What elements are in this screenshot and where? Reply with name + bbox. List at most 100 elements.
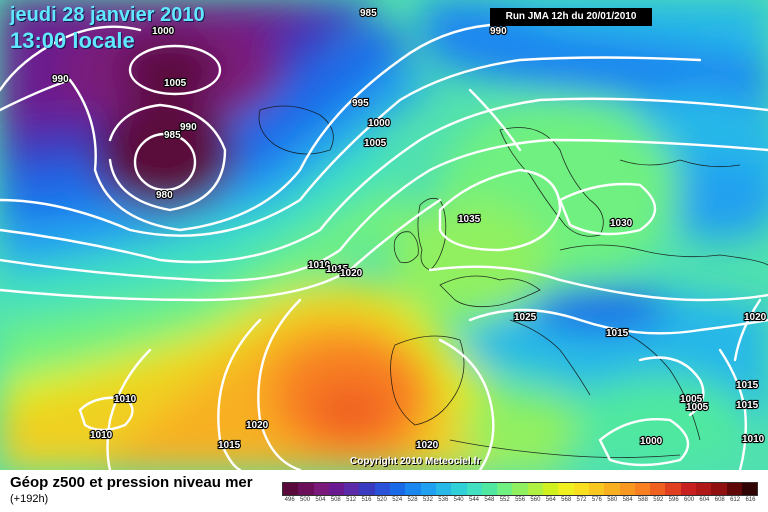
scale-label: 572 (576, 497, 587, 503)
scale-swatch (451, 483, 467, 495)
isobar-label: 990 (52, 74, 69, 85)
scale-label: 616 (745, 497, 756, 503)
isobar-label: 1000 (152, 26, 175, 37)
scale-swatch (435, 483, 452, 495)
isobar-label: 1020 (416, 440, 439, 451)
scale-label: 612 (730, 497, 741, 503)
isobar-label: 985 (360, 8, 377, 19)
run-info-label: Run JMA 12h du 20/01/2010 (490, 8, 652, 26)
scale-label: 544 (468, 497, 479, 503)
copyright-text: Copyright 2010 Meteociel.fr (350, 456, 481, 467)
isobar-label: 990 (490, 26, 507, 37)
isobar-label: 1000 (640, 436, 663, 447)
isobar-label: 1035 (458, 214, 481, 225)
scale-swatch (512, 483, 528, 495)
scale-swatch (481, 483, 498, 495)
isobar-label: 1010 (114, 394, 137, 405)
scale-label: 584 (622, 497, 633, 503)
scale-swatch (497, 483, 513, 495)
scale-swatch (328, 483, 345, 495)
scale-label: 552 (499, 497, 510, 503)
scale-label: 564 (545, 497, 556, 503)
map-date-title: jeudi 28 janvier 2010 (10, 4, 205, 26)
scale-swatch (650, 483, 666, 495)
isobar-label: 1015 (606, 328, 629, 339)
scale-label: 560 (530, 497, 541, 503)
scale-swatch (527, 483, 544, 495)
isobar-label: 1015 (326, 264, 349, 275)
color-scale-labels: 496 500 504 508 512 516 520 524 528 532 536 540 544 5… (282, 497, 758, 503)
scale-swatch (665, 483, 681, 495)
scale-swatch (359, 483, 375, 495)
scale-label: 496 (284, 497, 295, 503)
legend-title: Géop z500 et pression niveau mer (10, 474, 253, 491)
scale-swatch (313, 483, 329, 495)
isobar-label: 1005 (364, 138, 387, 149)
scale-swatch (619, 483, 635, 495)
scale-swatch (741, 483, 758, 495)
map-time-title: 13:00 locale (10, 28, 135, 53)
isobar-label: 990 (180, 122, 197, 133)
scale-swatch (543, 483, 559, 495)
scale-label: 536 (438, 497, 449, 503)
scale-label: 540 (453, 497, 464, 503)
isobar-label: 1020 (340, 268, 363, 279)
scale-swatch (726, 483, 742, 495)
scale-swatch (588, 483, 605, 495)
scale-swatch (390, 483, 406, 495)
scale-label: 600 (684, 497, 695, 503)
isobar-label: 1020 (744, 312, 767, 323)
scale-swatch (344, 483, 360, 495)
scale-label: 528 (407, 497, 418, 503)
scale-label: 592 (653, 497, 664, 503)
isobar-label: 1010 (742, 434, 765, 445)
isobar-label: 1015 (736, 400, 759, 411)
isobar-label: 1025 (514, 312, 537, 323)
isobar-label: 980 (156, 190, 173, 201)
scale-label: 532 (422, 497, 433, 503)
scale-label: 604 (699, 497, 710, 503)
scale-swatch (374, 483, 391, 495)
scale-label: 516 (361, 497, 372, 503)
legend-subtitle: (+192h) (10, 493, 49, 505)
isobar-label: 1015 (218, 440, 241, 451)
map-canvas: 985 990 1000 1005 990 995 1000 1005 985 … (0, 0, 768, 470)
scale-swatch (558, 483, 574, 495)
scale-label: 520 (376, 497, 387, 503)
isobar-label: 1000 (368, 118, 391, 129)
scale-swatch (696, 483, 712, 495)
isobar-label: 1020 (246, 420, 269, 431)
scale-swatch (711, 483, 727, 495)
scale-label: 576 (591, 497, 602, 503)
scale-label: 608 (714, 497, 725, 503)
scale-label: 512 (346, 497, 357, 503)
scale-label: 508 (330, 497, 341, 503)
isobar-label: 1005 (686, 402, 709, 413)
scale-swatch (604, 483, 620, 495)
legend-panel: Géop z500 et pression niveau mer (+192h)… (0, 470, 768, 512)
scale-label: 500 (300, 497, 311, 503)
scale-swatch (634, 483, 651, 495)
isobar-label: 995 (352, 98, 369, 109)
isobar-labels: 985 990 1000 1005 990 995 1000 1005 985 … (51, 7, 768, 452)
isobars (0, 23, 768, 470)
geopotential-field: 985 990 1000 1005 990 995 1000 1005 985 … (0, 0, 768, 470)
scale-swatch (680, 483, 697, 495)
isobar-label: 1005 (680, 394, 703, 405)
scale-swatch (573, 483, 589, 495)
forecast-map: 985 990 1000 1005 990 995 1000 1005 985 … (0, 0, 768, 470)
scale-label: 548 (484, 497, 495, 503)
isobar-label: 1015 (736, 380, 759, 391)
coastlines (258, 105, 768, 458)
scale-swatch (283, 483, 299, 495)
scale-label: 556 (515, 497, 526, 503)
isobar-label: 985 (164, 130, 181, 141)
scale-label: 596 (668, 497, 679, 503)
scale-label: 588 (637, 497, 648, 503)
scale-swatch (420, 483, 436, 495)
scale-swatch (405, 483, 421, 495)
isobar-label: 1010 (308, 260, 331, 271)
isobar-label: 1005 (164, 78, 187, 89)
scale-label: 568 (561, 497, 572, 503)
scale-label: 524 (392, 497, 403, 503)
